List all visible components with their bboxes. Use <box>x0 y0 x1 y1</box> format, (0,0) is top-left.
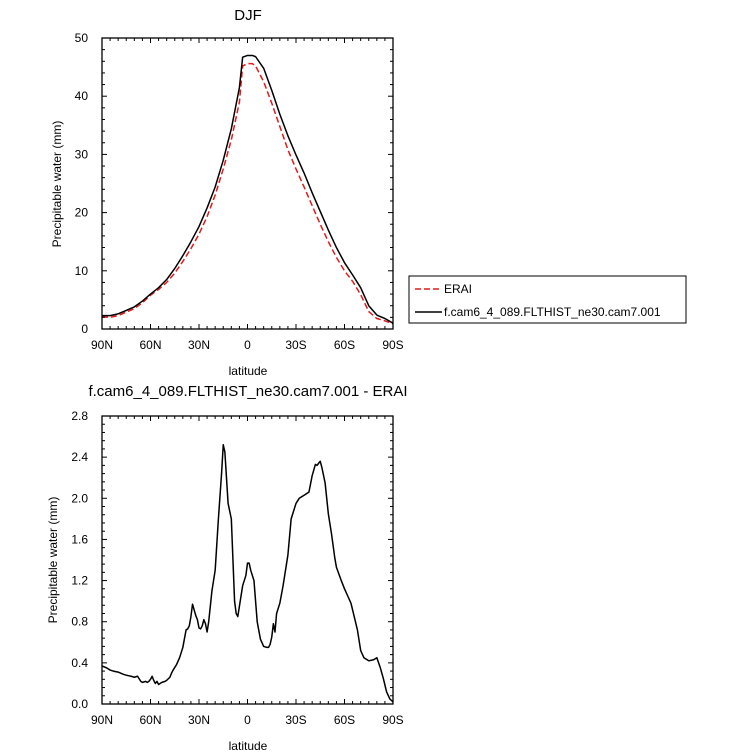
series-line-0 <box>101 62 394 325</box>
y-axis-label: Precipitable water (mm) <box>50 121 64 248</box>
x-tick-label: 30S <box>285 338 306 352</box>
x-tick-label: 30N <box>188 338 210 352</box>
x-axis-label: latitude <box>229 364 268 378</box>
plot-frame <box>101 37 394 330</box>
series-line-1 <box>102 54 394 324</box>
x-tick-label: 60N <box>139 713 161 727</box>
legend-label-cam: f.cam6_4_089.FLTHIST_ne30.cam7.001 <box>444 305 661 319</box>
y-tick-label: 1.2 <box>71 574 88 588</box>
x-tick-label: 90N <box>91 713 113 727</box>
x-tick-label: 90N <box>91 338 113 352</box>
axes: 90N 60N 30N 0 30S 60S 90S 0 10 20 30 40 50 <box>75 31 404 352</box>
legend-label-erai: ERAI <box>444 282 472 296</box>
y-tick-label: 2.8 <box>71 409 88 423</box>
y-tick-label: 2.0 <box>71 491 88 505</box>
legend-box <box>408 275 687 324</box>
x-tick-label: 60N <box>139 338 161 352</box>
y-tick-label: 20 <box>75 206 89 220</box>
x-tick-label: 60S <box>334 338 355 352</box>
y-tick-label: 10 <box>75 264 89 278</box>
chart-title: DJF <box>234 7 262 24</box>
y-tick-label: 0 <box>81 322 88 336</box>
x-tick-label: 0 <box>244 338 251 352</box>
y-axis-label: Precipitable water (mm) <box>46 497 60 624</box>
legend: ERAI f.cam6_4_089.FLTHIST_ne30.cam7.001 <box>408 275 687 324</box>
y-tick-label: 2.4 <box>71 450 88 464</box>
x-tick-label: 60S <box>334 713 355 727</box>
y-tick-label: 0.0 <box>71 697 88 711</box>
y-tick-label: 50 <box>75 31 89 45</box>
x-tick-label: 90S <box>382 713 403 727</box>
panel-djf: DJF 90N 60N 30N 0 30S 60S 90S 0 10 20 30 40 50 latit… <box>50 7 687 378</box>
panel-difference: f.cam6_4_089.FLTHIST_ne30.cam7.001 - ERA… <box>46 383 408 753</box>
series-layer <box>101 54 394 325</box>
x-tick-label: 30N <box>188 713 210 727</box>
x-tick-label: 0 <box>244 713 251 727</box>
y-tick-label: 0.8 <box>71 615 88 629</box>
chart-title: f.cam6_4_089.FLTHIST_ne30.cam7.001 - ERA… <box>88 383 407 400</box>
series-layer <box>101 444 394 703</box>
x-tick-label: 90S <box>382 338 403 352</box>
series-line-0 <box>101 444 394 703</box>
x-axis-label: latitude <box>229 739 268 753</box>
y-tick-label: 1.6 <box>71 532 88 546</box>
y-tick-label: 40 <box>75 89 89 103</box>
y-tick-label: 0.4 <box>71 656 88 670</box>
x-tick-label: 30S <box>285 713 306 727</box>
axes: 90N 60N 30N 0 30S 60S 90S 0.0 0.4 0.8 1.2 1.6 2.0 2.4… <box>71 409 403 727</box>
y-tick-label: 30 <box>75 147 89 161</box>
plot-frame <box>101 415 394 705</box>
